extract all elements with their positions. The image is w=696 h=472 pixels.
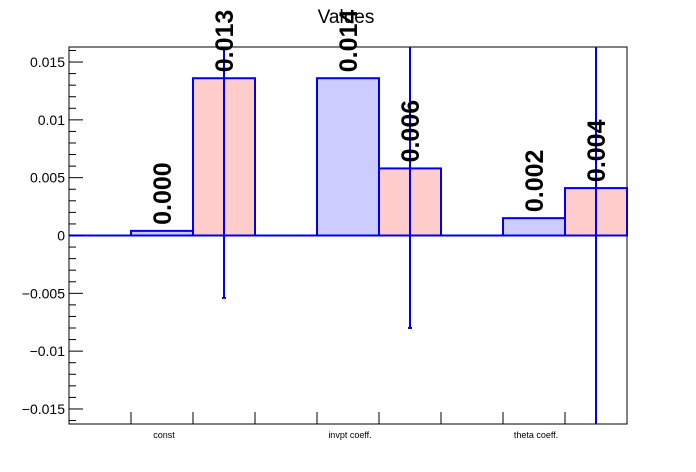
x-category-label: invpt coeff. xyxy=(328,430,371,440)
chart-title: Values xyxy=(318,7,375,28)
data-label-2-2: 0.006 xyxy=(397,100,425,163)
data-label-1-3: 0.002 xyxy=(521,150,549,213)
data-label-1-2: 0.014 xyxy=(335,10,363,73)
y-tick-label: 0.015 xyxy=(30,54,65,70)
data-label-2-1: 0.013 xyxy=(211,10,239,73)
x-category-label: const xyxy=(153,430,175,440)
bar-1-2 xyxy=(316,77,380,237)
data-label-2-3: 0.004 xyxy=(583,119,611,182)
y-tick-label: 0.005 xyxy=(30,170,65,186)
data-label-1-1: 0.000 xyxy=(149,162,177,225)
y-tick-label: −0.01 xyxy=(30,343,66,359)
bar-1-3 xyxy=(502,217,566,237)
y-tick-label: −0.015 xyxy=(22,401,65,417)
x-category-label: theta coeff. xyxy=(514,430,558,440)
y-tick-label: 0.01 xyxy=(38,112,65,128)
y-tick-label: −0.005 xyxy=(22,285,65,301)
y-tick-label: 0 xyxy=(57,228,65,244)
